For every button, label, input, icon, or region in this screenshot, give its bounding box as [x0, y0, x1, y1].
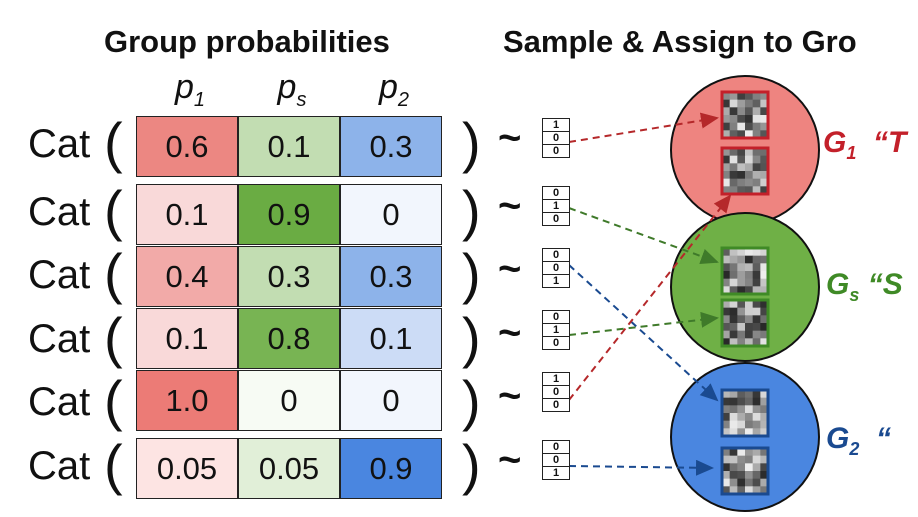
onehot-entry: 0	[552, 399, 560, 411]
image-thumbnail	[720, 146, 770, 196]
probability-cell: 0.1	[136, 308, 238, 369]
onehot-entry: 0	[543, 311, 569, 324]
cat-row: Cat () ~	[0, 179, 918, 246]
onehot-entry: 1	[552, 275, 560, 287]
cat-row: Cat () ~	[0, 306, 918, 373]
cat-label: Cat	[28, 122, 91, 166]
probability-cell: 0.3	[340, 246, 442, 307]
probability-cell: 0.05	[238, 438, 340, 499]
open-paren: (	[104, 306, 123, 369]
image-thumbnail	[720, 298, 770, 348]
arrow-row2-to-gs	[568, 207, 719, 265]
onehot-entry: 1	[543, 119, 569, 132]
onehot-entry: 0	[552, 145, 560, 157]
column-header-p2: p2	[378, 68, 410, 111]
column-header-ps: ps	[277, 68, 307, 111]
probability-cell: 0.9	[340, 438, 442, 499]
open-paren: (	[104, 111, 123, 174]
close-paren: )	[462, 179, 481, 242]
cat-row: Cat () ~	[0, 242, 918, 309]
tilde-symbol: ~	[498, 184, 522, 228]
onehot-entry: 0	[543, 249, 569, 262]
probability-cell: 0.1	[340, 308, 442, 369]
image-thumbnail	[720, 446, 770, 496]
sample-assign-title: Sample & Assign to Gro	[503, 24, 857, 59]
arrow-row3-to-g2	[568, 264, 719, 402]
column-header-p1: p1	[174, 68, 206, 111]
image-thumbnail	[720, 388, 770, 438]
onehot-entry: 0	[543, 262, 569, 275]
open-paren: (	[104, 242, 123, 305]
probability-cell: 0	[238, 370, 340, 431]
onehot-entry: 0	[552, 337, 560, 349]
close-paren: )	[462, 111, 481, 174]
group-1-label: G1 “T	[823, 126, 907, 163]
onehot-entry: 1	[543, 200, 569, 213]
cat-label: Cat	[28, 253, 91, 297]
tilde-symbol: ~	[498, 311, 522, 355]
probability-cell: 1.0	[136, 370, 238, 431]
probability-cell: 0.05	[136, 438, 238, 499]
arrow-row1-to-g1	[568, 112, 719, 143]
open-paren: (	[104, 369, 123, 432]
onehot-entry: 0	[543, 187, 569, 200]
image-thumbnail	[720, 246, 770, 296]
probability-cell: 0.3	[238, 246, 340, 307]
onehot-entry: 0	[543, 454, 569, 467]
open-paren: (	[104, 179, 123, 242]
onehot-entry: 1	[543, 324, 569, 337]
probability-cell: 0	[340, 184, 442, 245]
open-paren: (	[104, 433, 123, 496]
probability-cell: 0.3	[340, 116, 442, 177]
onehot-entry: 0	[543, 441, 569, 454]
cat-label: Cat	[28, 190, 91, 234]
cat-row: Cat () ~	[0, 433, 918, 500]
cat-label: Cat	[28, 444, 91, 488]
cat-row: Cat () ~	[0, 369, 918, 436]
probability-cell: 0.1	[238, 116, 340, 177]
close-paren: )	[462, 433, 481, 496]
tilde-symbol: ~	[498, 247, 522, 291]
onehot-entry: 1	[543, 373, 569, 386]
probability-cell: 0	[340, 370, 442, 431]
probability-cell: 0.6	[136, 116, 238, 177]
onehot-entry: 0	[543, 386, 569, 399]
onehot-entry: 0	[543, 132, 569, 145]
tilde-symbol: ~	[498, 374, 522, 418]
group-probabilities-title: Group probabilities	[104, 24, 390, 59]
onehot-entry: 1	[552, 467, 560, 479]
close-paren: )	[462, 242, 481, 305]
probability-cell: 0.4	[136, 246, 238, 307]
tilde-symbol: ~	[498, 438, 522, 482]
probability-cell: 0.8	[238, 308, 340, 369]
close-paren: )	[462, 306, 481, 369]
cat-label: Cat	[28, 380, 91, 424]
arrow-row5-to-g1	[568, 194, 732, 401]
group-s-label: Gs “S	[826, 268, 903, 305]
image-thumbnail	[720, 90, 770, 140]
close-paren: )	[462, 369, 481, 432]
tilde-symbol: ~	[498, 116, 522, 160]
cat-label: Cat	[28, 317, 91, 361]
cat-row: Cat () ~	[0, 111, 918, 178]
probability-cell: 0.1	[136, 184, 238, 245]
arrow-row4-to-gs	[568, 311, 719, 336]
group-2-label: G2 “	[826, 422, 892, 459]
probability-cell: 0.9	[238, 184, 340, 245]
onehot-entry: 0	[552, 213, 560, 225]
